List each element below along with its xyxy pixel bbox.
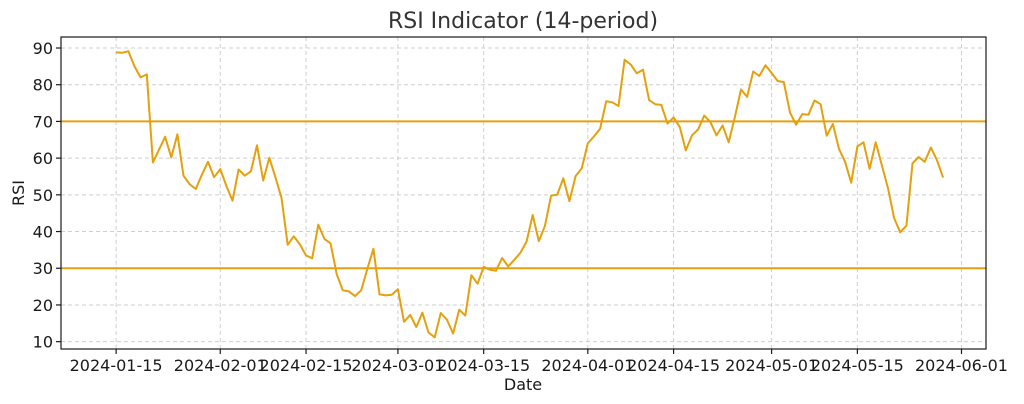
plot-frame (60, 36, 987, 350)
x-tick-label: 2024-01-15 (70, 356, 163, 375)
x-tick-label: 2024-05-15 (811, 356, 904, 375)
x-axis-label: Date (504, 375, 542, 394)
x-tick-label: 2024-04-01 (541, 356, 634, 375)
y-tick-label: 40 (33, 223, 53, 242)
y-tick-label: 50 (33, 186, 53, 205)
y-tick-label: 10 (33, 333, 53, 352)
x-axis: 2024-01-15 2024-02-012024-02-152024-03-01… (70, 349, 1008, 375)
x-tick-label: 2024-04-15 (627, 356, 720, 375)
x-tick-label: 2024-02-15 (260, 356, 353, 375)
x-tick-label: 2024-05-01 (725, 356, 818, 375)
x-tick-label: 2024-03-15 (437, 356, 530, 375)
x-tick-label: 2024-06-01 (915, 356, 1008, 375)
x-tick-label: 2024-03-01 (351, 356, 444, 375)
y-tick-label: 80 (33, 76, 53, 95)
grid (61, 37, 986, 349)
y-tick-label: 60 (33, 149, 53, 168)
y-tick-label: 70 (33, 112, 53, 131)
x-tick-label: 2024-02-01 (174, 356, 267, 375)
y-axis-label: RSI (9, 180, 28, 206)
y-axis: 10 20 30 40 50 60 70 80 90 (33, 39, 61, 352)
y-tick-label: 30 (33, 259, 53, 278)
y-tick-label: 20 (33, 296, 53, 315)
reference-lines (61, 120, 986, 270)
chart-title: RSI Indicator (14-period) (388, 9, 658, 34)
rsi-series-line (116, 50, 945, 339)
y-tick-label: 90 (33, 39, 53, 58)
